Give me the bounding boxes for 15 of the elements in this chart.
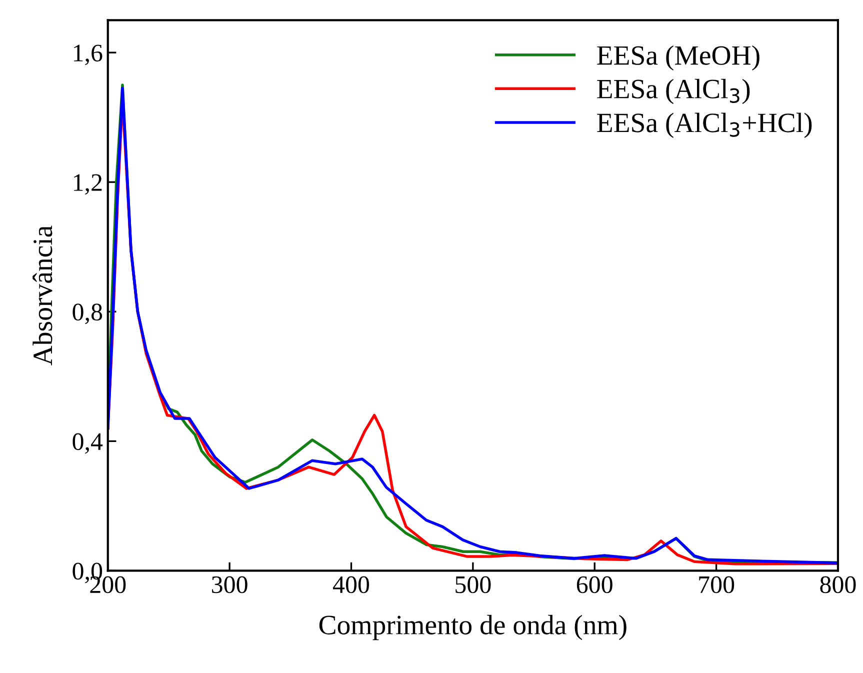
y-tick-label: 0,8: [72, 304, 102, 324]
x-tick-label: 600: [576, 576, 612, 594]
y-tick-label: 0,4: [72, 433, 103, 454]
legend-label: EESa (AlCl$_{3}$+HCl): [597, 112, 812, 138]
x-tick-label: 700: [699, 576, 734, 594]
legend-label: EESa (AlCl$_{3}$): [597, 78, 750, 104]
x-axis-title: Comprimento de onda (nm): [319, 614, 626, 640]
x-tick-label: 800: [820, 576, 856, 594]
x-tick-label: 500: [456, 576, 491, 594]
y-axis-title: Absorvância: [32, 226, 52, 366]
x-tick-label: 300: [212, 576, 248, 594]
y-tick-label: 1,6: [74, 44, 102, 66]
y-tick-label: 1,2: [74, 174, 102, 195]
legend-label: EESa (MeOH): [597, 45, 760, 71]
x-tick-label: 400: [332, 576, 370, 594]
